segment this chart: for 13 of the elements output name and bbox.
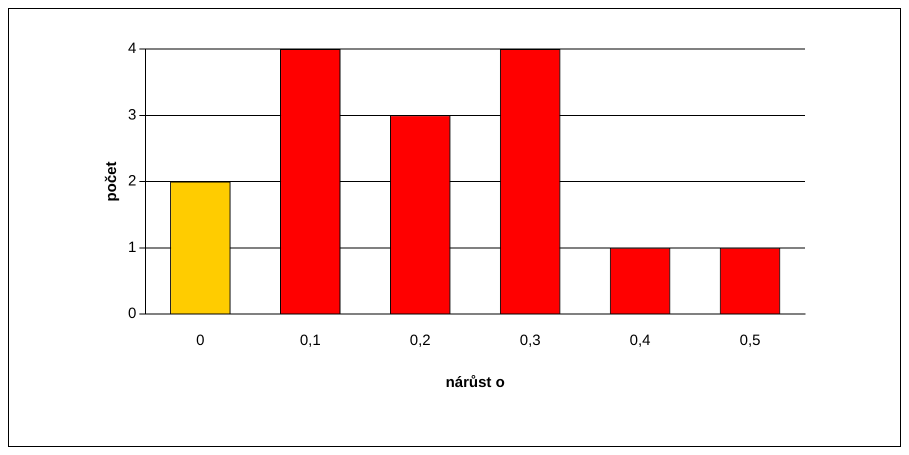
y-tick-label: 1: [128, 238, 136, 256]
x-tick-label: 0,3: [520, 332, 541, 350]
x-tick-label: 0,1: [300, 332, 321, 350]
x-tick-label: 0,4: [630, 332, 651, 350]
y-tick-label: 0: [128, 305, 136, 322]
x-axis-title: nárůst o: [446, 374, 505, 392]
y-tick-label: 2: [128, 172, 136, 190]
y-tick-label: 3: [128, 106, 136, 124]
x-tick-label: 0: [196, 332, 204, 350]
y-axis-title: počet: [103, 161, 120, 202]
y-tick-label: 4: [128, 40, 136, 58]
x-tick-label: 0,2: [410, 332, 431, 350]
x-tick-label: 0,5: [740, 332, 760, 350]
